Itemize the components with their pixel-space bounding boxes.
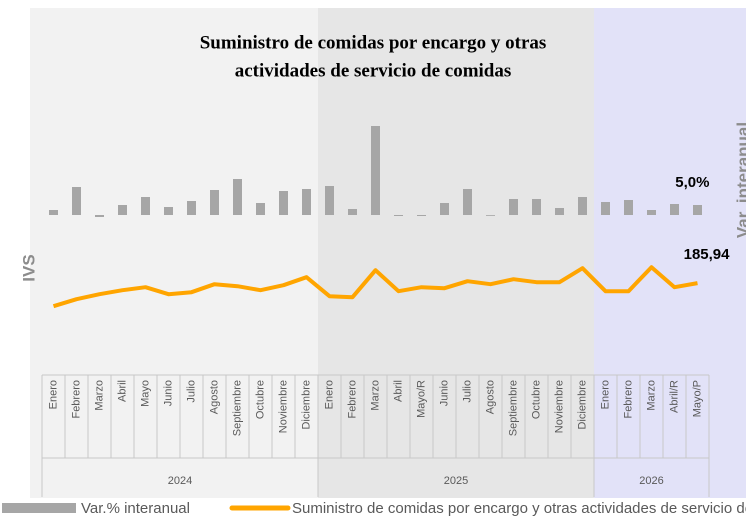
bar (210, 190, 219, 215)
bar (49, 210, 58, 215)
legend-swatch (2, 503, 76, 513)
group-label: 2025 (444, 475, 468, 487)
bar (463, 189, 472, 215)
bar (509, 199, 518, 215)
bar (555, 208, 564, 215)
x-tick-label: Agosto (484, 380, 496, 414)
bar (417, 215, 426, 216)
bar (233, 179, 242, 215)
x-tick-label: Septiembre (507, 380, 519, 436)
group-label: 2026 (639, 475, 663, 487)
x-tick-label: Abril/R (668, 380, 680, 413)
x-tick-label: Noviembre (277, 380, 289, 433)
x-tick-label: Octubre (530, 380, 542, 419)
x-tick-label: Octubre (254, 380, 266, 419)
x-tick-label: Noviembre (553, 380, 565, 433)
x-tick-label: Diciembre (576, 380, 588, 430)
x-tick-label: Enero (599, 380, 611, 409)
chart-title: actividades de servicio de comidas (235, 60, 512, 81)
bar (670, 204, 679, 215)
x-tick-label: Febrero (622, 380, 634, 419)
bar (164, 207, 173, 215)
line (52, 265, 698, 309)
bar (256, 203, 265, 215)
x-tick-label: Julio (461, 380, 473, 403)
x-tick-label: Marzo (645, 380, 657, 411)
bar (187, 201, 196, 215)
group-background (30, 8, 318, 498)
bar (578, 197, 587, 215)
x-tick-label: Abril (116, 380, 128, 402)
x-tick-label: Marzo (93, 380, 105, 411)
bar (279, 191, 288, 215)
bar (693, 205, 702, 215)
bar (486, 215, 495, 216)
x-tick-label: Agosto (208, 380, 220, 414)
group-label: 2024 (168, 475, 192, 487)
group-background (594, 8, 746, 498)
y2-axis-label: Var. interanual (733, 122, 746, 238)
chart-title: Suministro de comidas por encargo y otra… (200, 32, 547, 53)
x-tick-label: Mayo (139, 380, 151, 407)
x-tick-label: Abril (392, 380, 404, 402)
legend-label: Suministro de comidas por encargo y otra… (292, 500, 746, 517)
bar (624, 200, 633, 215)
x-tick-label: Mayo/P (691, 380, 703, 417)
bar (394, 215, 403, 216)
bar (371, 126, 380, 215)
bar (141, 197, 150, 215)
bar (118, 205, 127, 215)
bar (302, 189, 311, 215)
bar (95, 215, 104, 217)
x-tick-label: Mayo/R (415, 380, 427, 418)
bar (647, 210, 656, 215)
x-tick-label: Septiembre (231, 380, 243, 436)
x-tick-label: Enero (323, 380, 335, 409)
x-tick-label: Julio (185, 380, 197, 403)
x-tick-label: Enero (47, 380, 59, 409)
x-tick-label: Junio (162, 380, 174, 406)
backgrounds (30, 8, 746, 498)
x-tick-label: Junio (438, 380, 450, 406)
bar (325, 186, 334, 215)
bar (72, 187, 81, 215)
bar (440, 203, 449, 215)
bar (532, 199, 541, 215)
y-axis-label: IVS (19, 254, 38, 281)
x-tick-label: Diciembre (300, 380, 312, 430)
x-tick-label: Febrero (346, 380, 358, 419)
x-tick-label: Marzo (369, 380, 381, 411)
x-tick-label: Febrero (70, 380, 82, 419)
bar (601, 202, 610, 215)
data-label: 185,94 (684, 246, 731, 263)
data-label: 5,0% (675, 174, 709, 191)
bar (348, 209, 357, 215)
legend-label: Var.% interanual (81, 500, 190, 517)
